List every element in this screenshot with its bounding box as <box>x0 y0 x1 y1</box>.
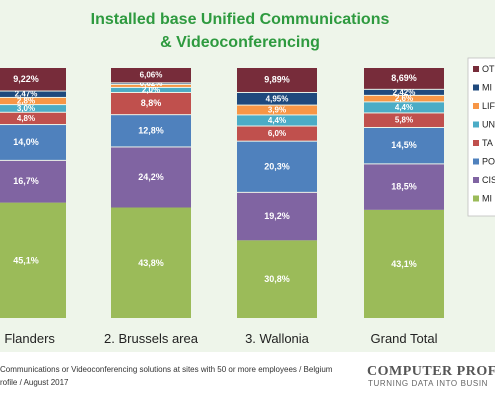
data-label: 3,0% <box>17 104 35 113</box>
data-label: 6,06% <box>140 71 163 80</box>
legend-swatch <box>473 103 479 109</box>
bar-segment-ot-8-cat-1 <box>0 68 66 91</box>
bar-segment-un-5-cat-1 <box>0 105 66 112</box>
bar-segment-ta-4-cat-2 <box>111 92 191 115</box>
data-label: 30,8% <box>264 274 290 284</box>
bars-group: 45,1% 16,7% 14,0% 4,8%3,0%2,8%2,47% 9,22% 43,… <box>0 68 444 318</box>
legend-swatch <box>473 195 479 202</box>
category-label: . Flanders <box>0 331 55 346</box>
data-label: 14,0% <box>13 137 39 147</box>
footer-line-1: Communications or Videoconferencing solu… <box>0 365 333 374</box>
brand-logo-name: COMPUTER PROFI <box>367 364 495 379</box>
legend-label: MI <box>482 194 492 204</box>
data-label: 9,89% <box>264 74 290 84</box>
bar-segment-un-5-cat-3 <box>237 115 317 126</box>
legend-label: OT <box>482 64 495 74</box>
category-label: 3. Wallonia <box>245 331 310 346</box>
data-label: 3,9% <box>268 106 286 115</box>
data-label: 19,2% <box>264 211 290 221</box>
bar-segment-mi-7-cat-3 <box>237 92 317 105</box>
data-label: 2,42% <box>393 88 416 97</box>
bar-segment-ot-8-cat-3 <box>237 68 317 92</box>
bar-segment-ot-8-cat-2 <box>111 68 191 83</box>
bar-segment-cis-2-cat-2 <box>111 147 191 208</box>
legend-label: UN <box>482 120 495 130</box>
bar-segment-lif-6-cat-1 <box>0 97 66 105</box>
bar-segment-ta-4-cat-4 <box>364 113 444 127</box>
legend: OT MI LIF UN TA PO CIS MI <box>473 64 495 204</box>
data-label: 2,0% <box>142 85 160 94</box>
bar-segment-mi-1-cat-4 <box>364 209 444 318</box>
bar-segment-mi-1-cat-2 <box>111 207 191 318</box>
bar-segment-mi-1-cat-3 <box>237 240 317 318</box>
legend-swatch <box>473 66 479 72</box>
bar-segment-mi-1-cat-1 <box>0 202 66 318</box>
category-labels: . Flanders 2. Brussels area 3. Wallonia Gra… <box>0 331 438 346</box>
legend-label: PO <box>482 157 495 167</box>
legend-label: TA <box>482 138 493 148</box>
bar-segment-ta-4-cat-1 <box>0 112 66 125</box>
legend-label: LIF <box>482 101 495 111</box>
bar-segment-un-5-cat-2 <box>111 87 191 92</box>
data-label: 43,8% <box>138 258 164 268</box>
legend-swatch <box>473 158 479 165</box>
category-label: 2. Brussels area <box>104 331 199 346</box>
bar-segment-cis-2-cat-3 <box>237 192 317 241</box>
bar-segment-cis-2-cat-1 <box>0 160 66 203</box>
data-label: 16,7% <box>13 176 39 186</box>
bar-segment-mi-7-cat-1 <box>0 91 66 97</box>
bar-segment-un-5-cat-4 <box>364 102 444 113</box>
legend-box <box>467 57 495 217</box>
legend-label: CIS <box>482 175 495 185</box>
data-label: 24,2% <box>138 172 164 182</box>
data-label: 20,3% <box>264 161 290 171</box>
legend-swatch <box>473 84 479 91</box>
data-label: 2,6% <box>395 94 413 103</box>
legend-label: MI <box>482 83 492 93</box>
bar-segment-po-3-cat-2 <box>111 115 191 147</box>
chart-title-line-1: Installed base Unified Communications <box>91 11 390 28</box>
legend-swatch <box>473 140 479 146</box>
category-label: Grand Total <box>371 331 438 346</box>
data-label: 9,22% <box>13 74 39 84</box>
data-label: 4,8% <box>17 114 35 123</box>
data-label: 18,5% <box>391 182 417 192</box>
data-label: 4,4% <box>268 116 286 125</box>
bar-segment-mi-7-cat-2 <box>111 83 191 84</box>
data-label: 6,0% <box>268 129 286 138</box>
bar-segment-cis-2-cat-4 <box>364 164 444 210</box>
data-label: 14,5% <box>391 140 417 150</box>
data-label: 4,95% <box>266 94 289 103</box>
bar-segment-lif-6-cat-3 <box>237 105 317 115</box>
data-label: 4,4% <box>395 103 413 112</box>
bar-segment-ta-4-cat-3 <box>237 126 317 141</box>
footer-line-2: rofile / August 2017 <box>0 378 69 387</box>
data-label: 8,69% <box>391 73 417 83</box>
bar-segment-po-3-cat-1 <box>0 125 66 160</box>
data-label: 5,8% <box>395 116 413 125</box>
data-label: 8,8% <box>141 98 162 108</box>
data-label: 12,8% <box>138 125 164 135</box>
data-label: 0,62% <box>140 79 163 88</box>
data-label: 45,1% <box>13 255 39 265</box>
bar-segment-po-3-cat-4 <box>364 127 444 164</box>
chart-title-line-2: & Videoconferencing <box>160 34 320 51</box>
bar-segment-ot-8-cat-4 <box>364 68 444 89</box>
brand-logo-tagline: TURNING DATA INTO BUSIN <box>368 379 488 388</box>
legend-swatch <box>473 121 479 128</box>
data-label: 2,47% <box>15 90 38 99</box>
data-label: 43,1% <box>391 259 417 269</box>
data-label: 2,8% <box>17 97 35 106</box>
bar-segment-lif-6-cat-2 <box>111 84 191 87</box>
bar-segment-po-3-cat-3 <box>237 141 317 192</box>
bar-segment-lif-6-cat-4 <box>364 95 444 102</box>
bar-segment-mi-7-cat-4 <box>364 89 444 95</box>
legend-swatch <box>473 177 479 183</box>
